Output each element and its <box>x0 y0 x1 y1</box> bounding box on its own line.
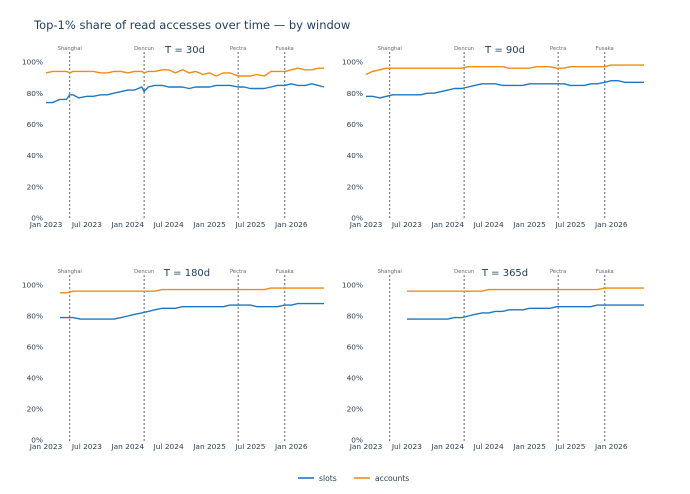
y-tick-label: 20% <box>347 405 363 414</box>
x-tick-label: Jan 2024 <box>430 220 464 229</box>
x-tick-label: Jan 2024 <box>110 442 144 451</box>
x-tick-label: Jan 2026 <box>594 442 628 451</box>
x-tick-label: Jan 2024 <box>430 442 464 451</box>
x-tick-label: Jul 2024 <box>473 220 504 229</box>
event-label: Shanghai <box>58 46 82 52</box>
y-tick-label: 40% <box>27 151 43 160</box>
x-tick-label: Jul 2023 <box>71 442 102 451</box>
y-tick-label: 0% <box>351 214 363 223</box>
y-tick-label: 80% <box>27 312 43 321</box>
x-tick-label: Jul 2023 <box>391 442 422 451</box>
y-tick-label: 60% <box>27 120 43 129</box>
x-tick-label: Jan 2026 <box>594 220 628 229</box>
event-label: Pectra <box>230 269 246 275</box>
panel-title: T = 365d <box>481 268 528 279</box>
y-tick-label: 60% <box>27 343 43 352</box>
x-tick-label: Jul 2024 <box>473 442 504 451</box>
x-tick-label: Jan 2025 <box>192 220 226 229</box>
panel-title: T = 180d <box>163 268 210 279</box>
panels: T = 30d 0% 20% 40% 60% 80% 100% Jan 2023 Jul 202… <box>22 45 644 451</box>
x-tick-label: Jul 2023 <box>391 220 422 229</box>
event-label: Shanghai <box>378 46 402 52</box>
event-label: Fusaka <box>276 269 294 275</box>
event-label: Dencun <box>134 46 154 52</box>
event-label: Fusaka <box>596 46 614 52</box>
series-line-accounts <box>406 287 644 292</box>
chart-panel: T = 30d 0% 20% 40% 60% 80% 100% Jan 2023 Jul 202… <box>22 45 325 229</box>
event-label: Shanghai <box>378 269 402 275</box>
y-tick-label: 100% <box>22 281 43 290</box>
y-tick-label: 80% <box>347 312 363 321</box>
event-label: Shanghai <box>58 269 82 275</box>
x-tick-label: Jul 2023 <box>71 220 102 229</box>
y-tick-label: 0% <box>31 436 43 445</box>
event-label: Fusaka <box>596 269 614 275</box>
x-tick-label: Jul 2025 <box>554 442 585 451</box>
y-tick-label: 20% <box>347 182 363 191</box>
event-label: Fusaka <box>276 46 294 52</box>
y-tick-label: 60% <box>347 120 363 129</box>
event-label: Pectra <box>550 269 566 275</box>
legend-label-slots: slots <box>319 474 337 483</box>
y-tick-label: 80% <box>27 89 43 98</box>
legend: slots accounts <box>298 474 409 483</box>
y-tick-label: 0% <box>31 214 43 223</box>
y-tick-label: 80% <box>347 89 363 98</box>
x-tick-label: Jan 2024 <box>110 220 144 229</box>
y-tick-label: 0% <box>351 436 363 445</box>
x-tick-label: Jul 2025 <box>554 220 585 229</box>
chart-panel: T = 180d 0% 20% 40% 60% 80% 100% Jan 2023 Jul 20… <box>22 268 324 451</box>
y-tick-label: 100% <box>22 58 43 67</box>
y-tick-label: 100% <box>342 281 363 290</box>
chart-panel: T = 90d 0% 20% 40% 60% 80% 100% Jan 2023 Jul 202… <box>342 45 644 229</box>
series-line-accounts <box>59 287 324 294</box>
x-tick-label: Jan 2026 <box>274 442 308 451</box>
chart-panel: T = 365d 0% 20% 40% 60% 80% 100% Jan 2023 Jul 20… <box>342 268 644 451</box>
y-tick-label: 60% <box>347 343 363 352</box>
series-line-accounts <box>365 64 644 76</box>
panel-title: T = 90d <box>484 45 525 56</box>
x-tick-label: Jul 2025 <box>234 442 265 451</box>
y-tick-label: 20% <box>27 405 43 414</box>
x-tick-label: Jul 2025 <box>234 220 265 229</box>
event-label: Dencun <box>134 269 154 275</box>
panel-title: T = 30d <box>164 45 205 56</box>
series-line-accounts <box>45 67 324 77</box>
y-tick-label: 40% <box>347 374 363 383</box>
series-line-slots <box>46 83 325 104</box>
legend-label-accounts: accounts <box>375 474 409 483</box>
event-label: Pectra <box>230 46 246 52</box>
y-tick-label: 20% <box>27 182 43 191</box>
series-line-slots <box>406 304 644 320</box>
x-tick-label: Jan 2023 <box>29 442 63 451</box>
x-tick-label: Jul 2024 <box>153 220 184 229</box>
y-tick-label: 40% <box>27 374 43 383</box>
y-tick-label: 100% <box>342 58 363 67</box>
x-tick-label: Jan 2023 <box>349 442 383 451</box>
series-line-slots <box>366 79 644 99</box>
x-tick-label: Jan 2023 <box>349 220 383 229</box>
event-label: Dencun <box>454 46 474 52</box>
x-tick-label: Jan 2025 <box>512 220 546 229</box>
figure-title: Top-1% share of read accesses over time … <box>33 18 350 32</box>
y-tick-label: 40% <box>347 151 363 160</box>
x-tick-label: Jan 2026 <box>274 220 308 229</box>
event-label: Dencun <box>454 269 474 275</box>
event-label: Pectra <box>550 46 566 52</box>
x-tick-label: Jan 2025 <box>512 442 546 451</box>
x-tick-label: Jan 2025 <box>192 442 226 451</box>
series-line-slots <box>59 302 324 320</box>
x-tick-label: Jul 2024 <box>153 442 184 451</box>
x-tick-label: Jan 2023 <box>29 220 63 229</box>
